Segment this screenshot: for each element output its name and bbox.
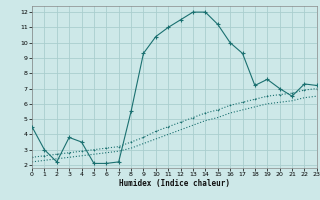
X-axis label: Humidex (Indice chaleur): Humidex (Indice chaleur) — [119, 179, 230, 188]
